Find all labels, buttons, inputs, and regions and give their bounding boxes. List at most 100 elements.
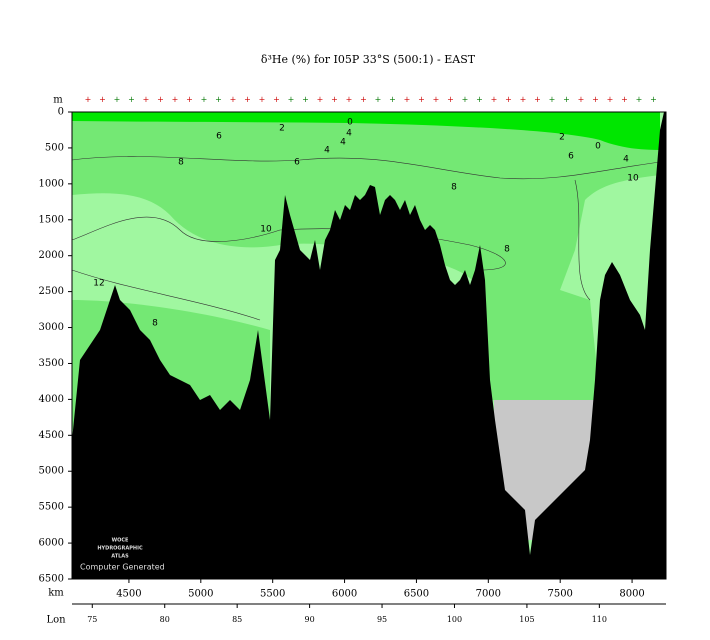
y-tick-label: 2000 — [39, 250, 64, 261]
station-marker: + — [549, 95, 556, 104]
station-marker: + — [433, 95, 440, 104]
x-tick-label: 7500 — [547, 589, 572, 600]
x-tick-label: 6000 — [332, 589, 357, 600]
y-tick-label: 1500 — [39, 214, 64, 225]
station-marker: + — [157, 95, 164, 104]
x-axis-label: km — [48, 588, 64, 599]
station-marker: + — [418, 95, 425, 104]
station-marker: + — [143, 95, 150, 104]
station-marker: + — [360, 95, 367, 104]
x-tick-label: 4500 — [116, 589, 141, 600]
logo: ATLAS — [111, 554, 129, 560]
y-tick-label: 5500 — [39, 502, 64, 513]
station-marker: + — [650, 95, 657, 104]
station-marker: + — [128, 95, 135, 104]
contour-label: 10 — [260, 225, 272, 235]
contour — [71, 156, 661, 321]
x-tick-label: 5500 — [260, 589, 285, 600]
station-marker: + — [317, 95, 324, 104]
y-tick-label: 6000 — [39, 538, 64, 549]
station-marker: + — [505, 95, 512, 104]
station-marker: + — [186, 95, 193, 104]
contour-label: 8 — [178, 158, 184, 168]
x2-tick-label: 75 — [87, 615, 97, 624]
station-marker: + — [491, 95, 498, 104]
y-tick-label: 3500 — [39, 358, 64, 369]
station-marker: + — [447, 95, 454, 104]
station-marker: + — [288, 95, 295, 104]
station-marker: + — [230, 95, 237, 104]
station-marker: + — [201, 95, 208, 104]
station-marker: + — [273, 95, 280, 104]
y-tick-label: 1000 — [39, 178, 64, 189]
station-marker: + — [114, 95, 121, 104]
y-tick-label: 3000 — [39, 322, 64, 333]
contour-label: 2 — [559, 133, 565, 143]
contour-label: 0 — [595, 142, 601, 152]
contour-label: 2 — [279, 124, 285, 134]
station-marker: + — [563, 95, 570, 104]
y-tick-label: 2500 — [39, 286, 64, 297]
station-marker: + — [331, 95, 338, 104]
station-marker: + — [476, 95, 483, 104]
x2-tick-label: 100 — [447, 615, 462, 624]
station-marker: + — [244, 95, 251, 104]
station-marker: + — [85, 95, 92, 104]
contour-label: 4 — [346, 129, 352, 139]
station-marker: + — [621, 95, 628, 104]
contour-label: 8 — [451, 183, 457, 193]
x2-tick-label: 110 — [592, 615, 607, 624]
station-marker: + — [99, 95, 106, 104]
plot-frame — [71, 111, 667, 580]
contour-label: 6 — [568, 152, 574, 162]
contour-label: 4 — [324, 146, 330, 156]
contour-label: 4 — [340, 138, 346, 148]
contour-label: 10 — [627, 174, 639, 184]
x2-tick-label: 85 — [232, 615, 242, 624]
station-marker: + — [302, 95, 309, 104]
y-tick-label: 500 — [45, 142, 64, 153]
x-tick-label: 6500 — [404, 589, 429, 600]
station-marker: + — [607, 95, 614, 104]
station-marker: + — [462, 95, 469, 104]
station-marker: + — [346, 95, 353, 104]
station-marker: + — [534, 95, 541, 104]
x-tick-label: 7000 — [476, 589, 501, 600]
y-tick-label: 6500 — [39, 574, 64, 585]
x2-tick-label: 105 — [519, 615, 534, 624]
logo: HYDROGRAPHIC — [97, 546, 143, 552]
chart-title: δ³He (%) for I05P 33°S (500:1) - EAST — [261, 53, 476, 66]
station-marker: + — [215, 95, 222, 104]
x2-axis-label: Lon — [46, 615, 66, 626]
contour-label: 12 — [93, 279, 104, 289]
station-marker: + — [520, 95, 527, 104]
x2-tick-label: 80 — [160, 615, 170, 624]
station-marker: + — [404, 95, 411, 104]
station-marker: + — [389, 95, 396, 104]
contour-label: 0 — [347, 118, 353, 128]
bathymetry — [72, 112, 666, 579]
plot-fill — [71, 112, 666, 579]
contour-label: 6 — [216, 132, 222, 142]
station-marker: + — [172, 95, 179, 104]
logo: WOCE — [112, 538, 129, 544]
station-marker: + — [375, 95, 382, 104]
y-tick-label: 5000 — [39, 466, 64, 477]
station-marker: + — [636, 95, 643, 104]
station-marker: + — [578, 95, 585, 104]
x-tick-label: 5000 — [188, 589, 213, 600]
x-tick-label: 8000 — [619, 589, 644, 600]
contour-label: 4 — [623, 155, 629, 165]
note: Computer Generated — [80, 563, 165, 572]
contour-label: 8 — [504, 245, 510, 255]
x2-tick-label: 95 — [377, 615, 387, 624]
contour-label: 8 — [152, 319, 158, 329]
y-axis-label: m — [53, 95, 63, 106]
x2-tick-label: 90 — [305, 615, 315, 624]
mid-band — [72, 112, 660, 400]
station-marker: + — [592, 95, 599, 104]
y-tick-label: 4500 — [39, 430, 64, 441]
top-band — [72, 112, 660, 150]
station-marker: + — [259, 95, 266, 104]
y-tick-label: 4000 — [39, 394, 64, 405]
